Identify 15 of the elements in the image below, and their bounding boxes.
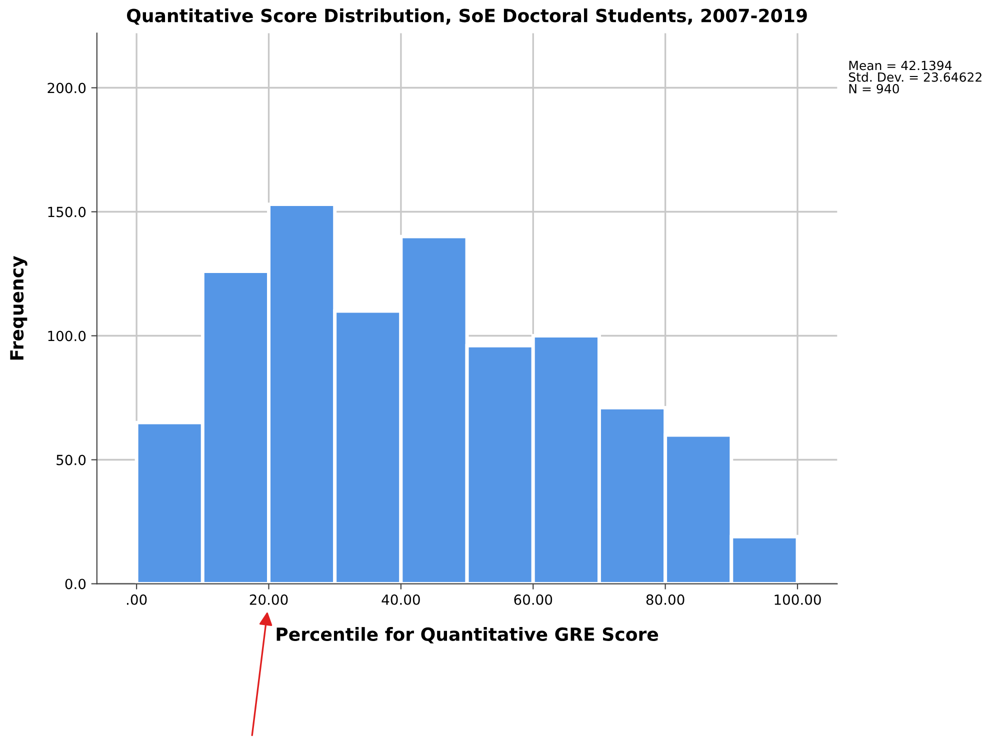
- y-tick-label: 100.0: [48, 330, 86, 342]
- y-tick-label: 0.0: [65, 578, 86, 590]
- x-tick-label: 40.00: [382, 594, 420, 605]
- x-tick-label: 60.00: [514, 594, 552, 605]
- y-tick-label: 150.0: [48, 206, 86, 218]
- y-axis-title: Frequency: [10, 256, 28, 360]
- x-tick-label: 80.00: [646, 594, 684, 605]
- x-tick-label: .00: [127, 594, 147, 605]
- x-tick-label: 100.00: [774, 594, 821, 605]
- y-tick-label: 50.0: [56, 454, 86, 466]
- y-tick-label: 200.0: [48, 82, 86, 94]
- x-tick-label: 20.00: [250, 594, 288, 605]
- chart-title: Quantitative Score Distribution, SoE Doctoral Students, 2007-2019: [126, 8, 807, 25]
- text: Mean = 42.1394 Std. Dev. = 23.64622 N = 940: [848, 60, 982, 94]
- x-axis-title: Percentile for Quantitative GRE Score: [276, 627, 658, 644]
